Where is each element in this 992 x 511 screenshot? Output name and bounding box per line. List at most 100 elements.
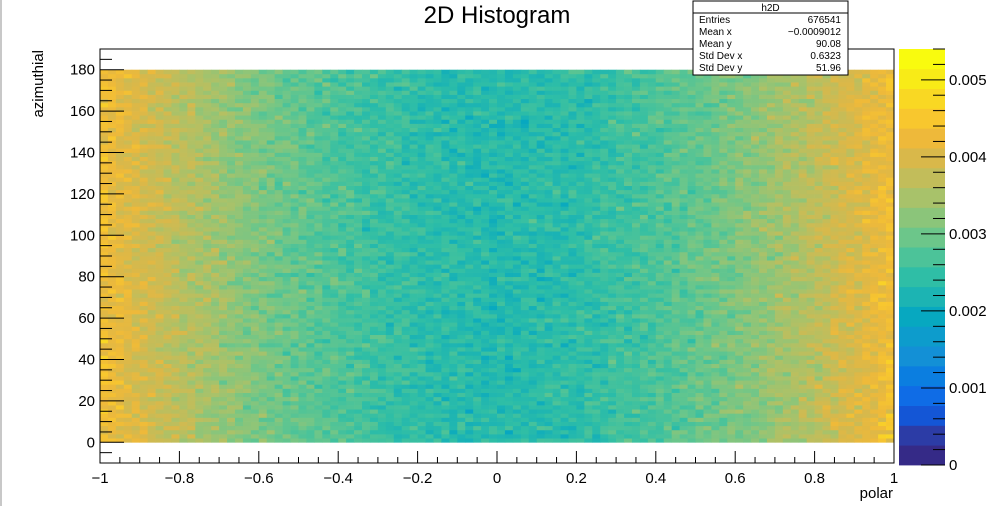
heatmap-cell	[354, 438, 363, 443]
heatmap-cell	[274, 347, 283, 352]
heatmap-cell	[830, 260, 839, 265]
heatmap-cell	[687, 243, 696, 249]
heatmap-cell	[100, 313, 109, 319]
heatmap-cell	[282, 239, 291, 244]
heatmap-cell	[655, 256, 665, 261]
heatmap-cell	[504, 417, 514, 422]
heatmap-cell	[878, 330, 887, 336]
heatmap-cell	[393, 264, 403, 269]
heatmap-cell	[544, 330, 553, 336]
heatmap-cell	[679, 326, 688, 331]
heatmap-cell	[536, 338, 545, 344]
heatmap-cell	[369, 318, 379, 323]
heatmap-cell	[234, 384, 244, 389]
heatmap-cell	[830, 363, 839, 369]
heatmap-cell	[584, 235, 593, 240]
heatmap-cell	[822, 330, 831, 336]
heatmap-cell	[171, 276, 180, 282]
heatmap-cell	[203, 363, 212, 369]
heatmap-cell	[362, 309, 371, 315]
heatmap-cell	[147, 405, 156, 410]
heatmap-cell	[886, 305, 895, 311]
heatmap-cell	[274, 247, 283, 253]
heatmap-cell	[234, 405, 244, 410]
heatmap-cell	[107, 326, 117, 331]
heatmap-cell	[401, 318, 411, 323]
heatmap-cell	[862, 326, 871, 331]
heatmap-cell	[846, 313, 855, 319]
heatmap-cell	[433, 272, 442, 278]
heatmap-cell	[258, 376, 268, 381]
heatmap-cell	[862, 247, 871, 253]
heatmap-cell	[401, 338, 411, 344]
heatmap-cell	[727, 425, 736, 431]
heatmap-cell	[433, 293, 442, 298]
heatmap-cell	[838, 297, 847, 302]
heatmap-cell	[433, 322, 442, 327]
heatmap-cell	[695, 297, 704, 302]
heatmap-cell	[433, 280, 442, 286]
heatmap-cell	[639, 438, 649, 443]
heatmap-cell	[338, 429, 347, 435]
heatmap-cell	[727, 272, 736, 278]
heatmap-cell	[497, 355, 506, 360]
heatmap-cell	[282, 438, 291, 443]
heatmap-cell	[536, 384, 545, 389]
heatmap-cell	[346, 367, 355, 373]
heatmap-cell	[695, 392, 704, 398]
heatmap-cell	[592, 392, 601, 398]
heatmap-cell	[211, 371, 220, 377]
heatmap-cell	[266, 367, 276, 373]
heatmap-cell	[306, 384, 315, 389]
heatmap-cell	[107, 247, 117, 253]
heatmap-cell	[798, 276, 808, 282]
heatmap-cell	[512, 384, 522, 389]
heatmap-cell	[123, 309, 133, 315]
heatmap-cell	[862, 330, 871, 336]
heatmap-cell	[806, 409, 815, 414]
heatmap-cell	[187, 268, 196, 273]
heatmap-cell	[100, 363, 109, 369]
heatmap-cell	[838, 338, 847, 344]
heatmap-cell	[362, 405, 371, 410]
heatmap-cell	[735, 417, 744, 422]
heatmap-cell	[234, 396, 244, 402]
heatmap-cell	[592, 251, 601, 257]
heatmap-cell	[282, 396, 291, 402]
heatmap-cell	[107, 351, 117, 356]
heatmap-cell	[798, 409, 808, 414]
heatmap-cell	[330, 301, 339, 307]
heatmap-cell	[568, 318, 577, 323]
heatmap-cell	[608, 388, 617, 393]
heatmap-cell	[179, 309, 188, 315]
heatmap-cell	[687, 421, 696, 427]
heatmap-cell	[687, 351, 696, 356]
heatmap-cell	[751, 284, 760, 290]
heatmap-cell	[354, 276, 363, 282]
heatmap-cell	[751, 376, 760, 381]
heatmap-cell	[671, 305, 680, 311]
heatmap-cell	[552, 326, 561, 331]
heatmap-cell	[528, 417, 538, 422]
heatmap-cell	[457, 347, 466, 352]
heatmap-cell	[798, 243, 808, 249]
heatmap-cell	[870, 409, 879, 414]
heatmap-cell	[727, 359, 736, 364]
heatmap-cell	[155, 284, 164, 290]
heatmap-cell	[457, 429, 466, 435]
heatmap-cell	[878, 434, 887, 439]
heatmap-cell	[655, 322, 665, 327]
heatmap-cell	[155, 334, 164, 340]
heatmap-cell	[631, 289, 641, 294]
heatmap-cell	[862, 313, 871, 319]
heatmap-cell	[790, 247, 800, 253]
heatmap-cell	[639, 409, 649, 414]
heatmap-cell	[203, 251, 212, 257]
heatmap-cell	[346, 396, 355, 402]
heatmap-cell	[346, 384, 355, 389]
heatmap-cell	[798, 330, 808, 336]
heatmap-cell	[497, 330, 506, 336]
heatmap-cell	[330, 330, 339, 336]
heatmap-cell	[163, 338, 172, 344]
heatmap-cell	[528, 355, 538, 360]
